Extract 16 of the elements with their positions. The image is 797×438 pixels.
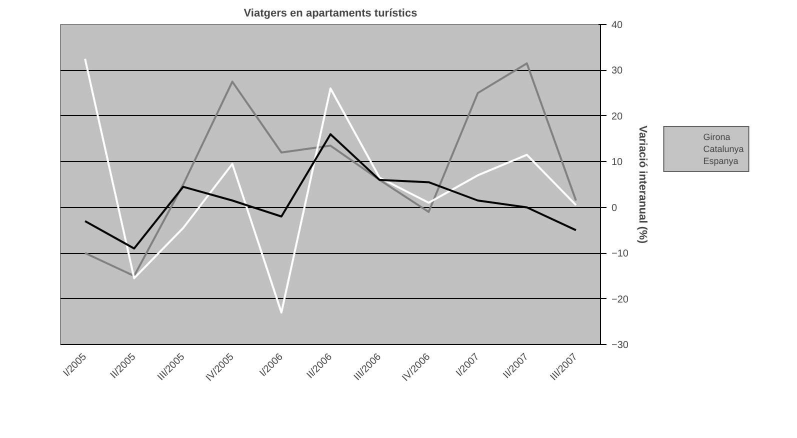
line-series <box>84 133 577 250</box>
text: Espanya <box>703 155 738 167</box>
chart-title: Viatgers en apartaments turístics <box>244 8 418 20</box>
y-tick-label: −20 <box>612 294 629 306</box>
text: Girona <box>703 131 730 143</box>
y-tick-label: 30 <box>612 66 624 77</box>
y-tick-label: −30 <box>612 340 629 351</box>
y-tick-label: 20 <box>612 111 624 122</box>
y-axis-title: Variació interanual (%) <box>636 126 648 244</box>
text: Catalunya <box>703 143 744 155</box>
line-series <box>84 58 577 314</box>
line-series <box>84 62 577 277</box>
y-tick-label: 40 <box>612 20 624 31</box>
y-tick-label: 10 <box>612 157 624 168</box>
y-tick-label: −10 <box>612 248 629 260</box>
y-tick-label: 0 <box>612 202 618 214</box>
